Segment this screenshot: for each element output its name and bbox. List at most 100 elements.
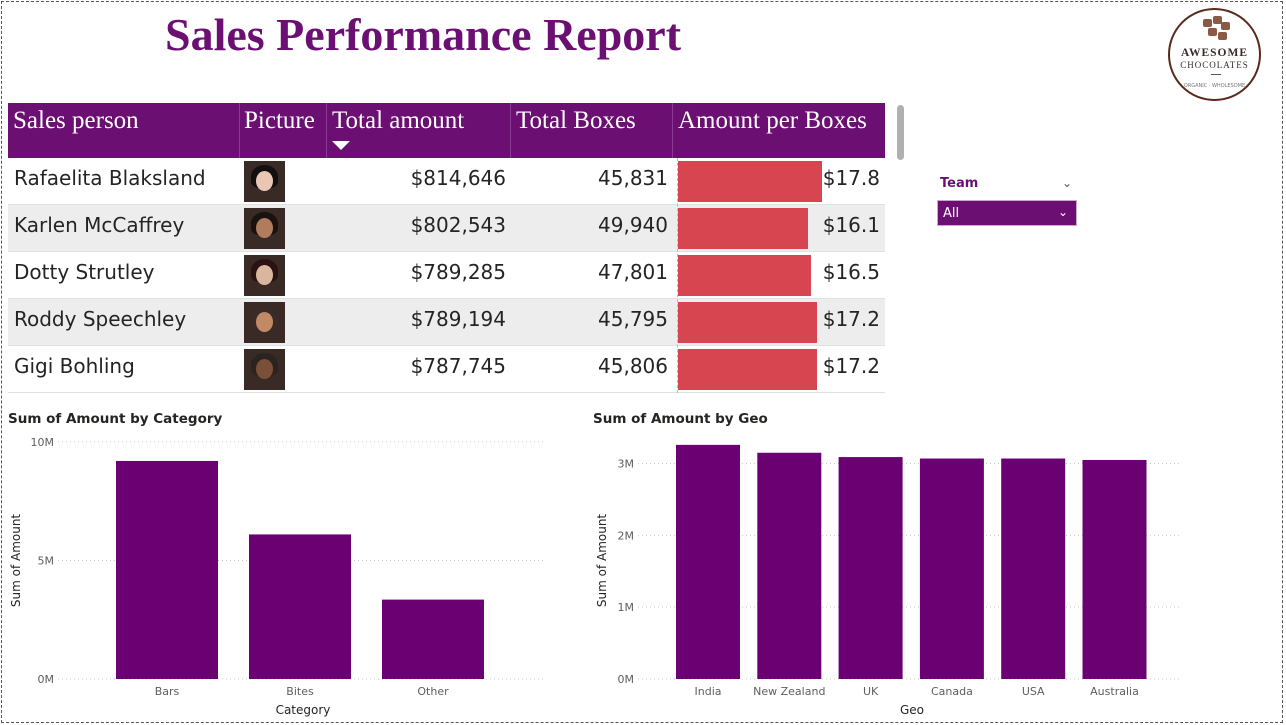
sales-person-photo [244,255,285,296]
category-chart-title: Sum of Amount by Category [8,411,223,427]
total-amount-value: $787,745 [410,354,506,378]
chocolate-piece-icon [1213,16,1222,24]
amount-per-box-value: $16.1 [822,213,880,237]
header-amount-per-boxes[interactable]: Amount per Boxes [678,107,867,134]
total-boxes-value: 45,795 [598,307,668,331]
x-tick-label: Bites [286,685,314,698]
photo-face [256,265,273,285]
sales-person-photo [244,302,285,343]
amount-per-box-bar [678,161,822,202]
y-tick-label: 3M [618,458,635,471]
bar-india [676,444,740,679]
sales-person-photo [244,208,285,249]
photo-face [256,312,273,332]
bar-canada [919,458,984,679]
bar-usa [1001,458,1066,679]
total-boxes-value: 45,831 [598,166,668,190]
header-total-boxes[interactable]: Total Boxes [516,107,636,134]
table-header-row: Sales person Picture Total amount Total … [8,103,885,158]
logo-text-line1: AWESOME [1180,47,1249,59]
amount-per-box-bar [678,208,808,249]
bar-new-zealand [757,452,822,679]
x-tick-label: USA [1022,685,1045,698]
header-divider [672,103,673,158]
y-tick-label: 2M [618,529,635,542]
total-boxes-value: 47,801 [598,260,668,284]
total-boxes-value: 49,940 [598,213,668,237]
sales-person-name: Roddy Speechley [14,307,187,331]
table-row[interactable]: Karlen McCaffrey $802,543 49,940 $16.1 [8,205,885,252]
chevron-down-icon: ⌄ [1057,205,1068,219]
header-sales-person[interactable]: Sales person [13,107,139,134]
geo-bar-chart: 0M 1M 2M 3M India New Zealand UK Canada USA Austr… [595,444,1180,717]
photo-face [256,171,273,191]
sales-person-table: Sales person Picture Total amount Total … [8,103,885,393]
amount-per-box-value: $17.2 [822,354,880,378]
amount-per-box-bar [678,349,817,390]
header-divider [510,103,511,158]
header-divider [239,103,240,158]
amount-per-box-bar-cell [678,302,822,343]
table-row[interactable]: Dotty Strutley $789,285 47,801 $16.5 [8,252,885,299]
amount-per-box-bar-cell [678,208,822,249]
x-axis-title: Geo [900,703,924,717]
x-tick-label: Australia [1090,685,1139,698]
logo-divider [1211,74,1221,75]
amount-per-box-bar-cell [678,161,822,202]
amount-per-box-bar [678,302,817,343]
amount-per-box-bar-cell [678,255,822,296]
amount-per-box-bar-cell [678,349,822,390]
amount-per-box-value: $16.5 [822,260,880,284]
total-amount-value: $789,194 [410,307,506,331]
table-row[interactable]: Roddy Speechley $789,194 45,795 $17.2 [8,299,885,346]
table-body: Rafaelita Blaksland $814,646 45,831 $17.8 Ka… [8,158,885,393]
bar-australia [1082,459,1147,679]
y-tick-label: 0M [618,673,635,686]
bar-bites [249,534,351,679]
geo-chart-title: Sum of Amount by Geo [593,411,768,427]
amount-per-box-bar [678,255,811,296]
table-scrollbar[interactable] [897,105,904,160]
bar-uk [838,457,903,679]
team-slicer-value: All [943,206,960,221]
total-amount-value: $789,285 [410,260,506,284]
y-axis-title: Sum of Amount [9,514,23,608]
x-tick-label: New Zealand [753,685,825,698]
table-row[interactable]: Rafaelita Blaksland $814,646 45,831 $17.8 [8,158,885,205]
total-amount-value: $802,543 [410,213,506,237]
bar-axis-line [677,158,678,393]
team-slicer-label: Team [940,176,979,191]
header-total-amount[interactable]: Total amount [332,107,465,134]
table-row[interactable]: Gigi Bohling $787,745 45,806 $17.2 [8,346,885,393]
sales-person-photo [244,161,285,202]
y-tick-label: 1M [618,601,635,614]
company-logo: AWESOME CHOCOLATES ORGANIC · WHOLESOME [1168,8,1261,101]
chocolate-piece-icon [1203,19,1212,27]
team-slicer-dropdown[interactable]: All ⌄ [937,200,1077,226]
category-bar-chart: 0M 5M 10M Bars Bites Other Category Sum of Amou… [9,436,545,717]
chevron-down-icon[interactable]: ⌄ [1062,176,1073,190]
header-picture[interactable]: Picture [244,107,315,134]
sales-person-name: Gigi Bohling [14,354,135,378]
bar-bars [116,460,218,679]
y-axis-title: Sum of Amount [595,514,609,608]
x-axis-title: Category [276,703,331,717]
sales-person-name: Rafaelita Blaksland [14,166,206,190]
total-boxes-value: 45,806 [598,354,668,378]
y-tick-label: 10M [31,436,55,449]
total-amount-value: $814,646 [410,166,506,190]
header-divider [326,103,327,158]
page-title: Sales Performance Report [165,9,682,60]
photo-face [256,218,273,238]
x-tick-label: India [695,685,722,698]
logo-tagline: ORGANIC · WHOLESOME [1183,83,1246,89]
sales-person-photo [244,349,285,390]
chocolate-piece-icon [1208,28,1217,36]
x-tick-label: UK [863,685,879,698]
y-tick-label: 5M [38,555,55,568]
y-tick-label: 0M [38,673,55,686]
x-tick-label: Bars [155,685,180,698]
bar-other [382,599,484,679]
sort-descending-icon[interactable] [332,141,350,150]
